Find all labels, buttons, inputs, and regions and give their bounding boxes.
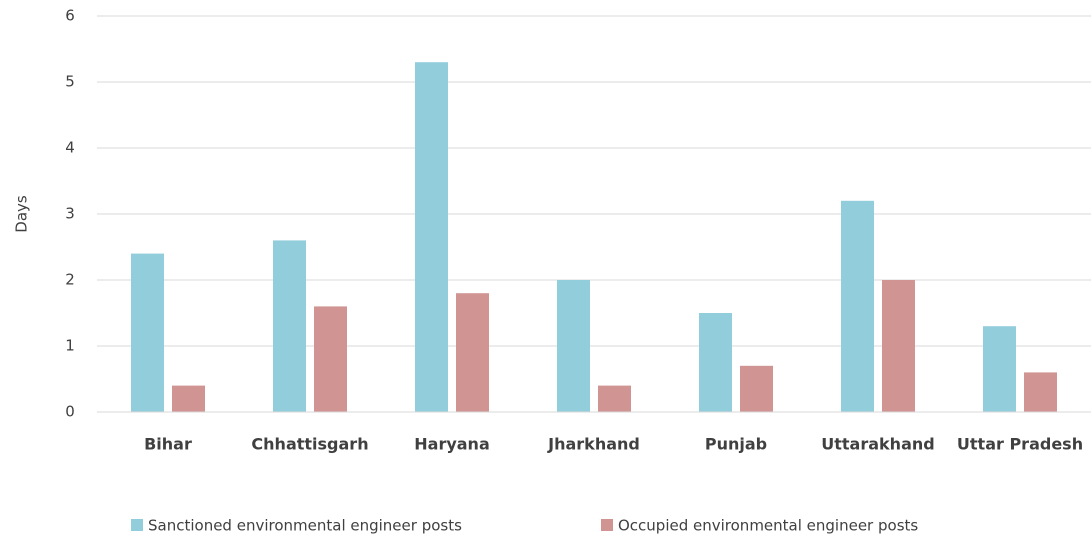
bar [841,200,874,412]
bar [740,365,773,412]
x-tick-label: Bihar [144,435,192,454]
y-tick-label: 2 [65,271,75,289]
y-tick-label: 4 [65,139,75,157]
bar [1024,372,1057,412]
bar [273,240,306,412]
x-tick-label: Jharkhand [547,435,640,454]
y-tick-label: 1 [65,337,75,355]
y-tick-label: 0 [65,403,75,421]
legend-swatch [131,519,143,531]
bar [456,293,489,412]
bar [131,253,164,412]
x-tick-label: Uttarakhand [821,435,934,454]
legend-label: Occupied environmental engineer posts [618,517,918,535]
bar [557,280,590,412]
bar [699,313,732,412]
x-tick-label: Uttar Pradesh [957,435,1083,454]
y-tick-label: 6 [65,7,75,25]
bar [983,326,1016,412]
bar [882,280,915,412]
bar [415,62,448,412]
bar [598,385,631,412]
bar [172,385,205,412]
x-tick-label: Haryana [414,435,490,454]
y-tick-label: 5 [65,73,75,91]
bar [314,306,347,412]
legend-label: Sanctioned environmental engineer posts [148,517,462,535]
x-tick-label: Punjab [705,435,767,454]
y-axis-label: Days [13,195,31,233]
y-tick-label: 3 [65,205,75,223]
legend-swatch [601,519,613,531]
x-tick-label: Chhattisgarh [251,435,368,454]
